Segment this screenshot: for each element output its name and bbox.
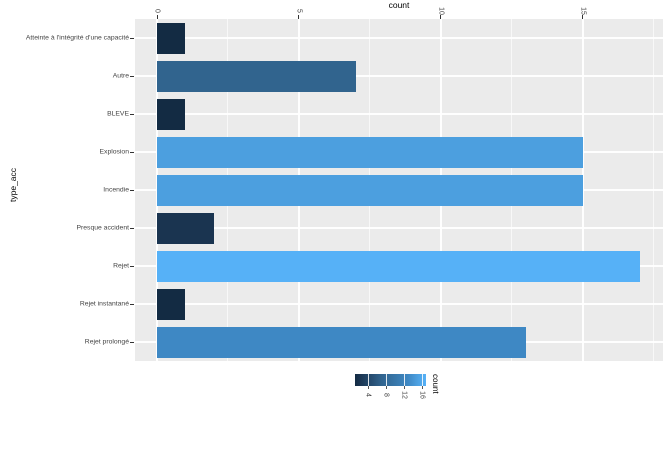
colorbar-tick-label: 8 bbox=[382, 393, 390, 397]
bar[interactable] bbox=[157, 212, 214, 244]
y-tick-label: Rejet instantané bbox=[79, 300, 129, 308]
y-tick-label: Autre bbox=[112, 72, 129, 80]
x-tick-label: 0 bbox=[153, 9, 161, 13]
x-tick-label: 15 bbox=[579, 7, 587, 15]
y-tick-label: Incendie bbox=[103, 186, 129, 194]
colorbar-tick-label: 16 bbox=[418, 391, 426, 399]
colorbar-tick-mark bbox=[421, 386, 423, 389]
colorbar-inner-tick bbox=[403, 374, 405, 386]
colorbar-inner-tick bbox=[386, 374, 388, 386]
y-tick-label: BLEVE bbox=[107, 110, 129, 118]
colorbar-inner-tick bbox=[421, 374, 423, 386]
bar[interactable] bbox=[157, 288, 186, 320]
y-tick-mark bbox=[130, 76, 134, 77]
y-tick-label: Rejet prolongé bbox=[84, 338, 129, 346]
colorbar-title: count bbox=[431, 374, 460, 394]
y-tick-label: Rejet bbox=[113, 262, 129, 270]
bar[interactable] bbox=[157, 250, 640, 282]
bar[interactable] bbox=[157, 22, 186, 54]
y-tick-mark bbox=[130, 266, 134, 267]
gridline-major-horizontal bbox=[135, 37, 663, 39]
y-tick-mark bbox=[130, 342, 134, 343]
colorbar-tick-mark bbox=[403, 386, 405, 389]
y-tick-label: Atteinte à l'intégrité d'une capacité bbox=[25, 34, 129, 42]
colorbar-title-text: count bbox=[431, 374, 440, 394]
gridline-major-horizontal bbox=[135, 75, 663, 77]
bar[interactable] bbox=[157, 98, 186, 130]
gridline-major-horizontal bbox=[135, 303, 663, 305]
x-tick-mark bbox=[582, 15, 584, 19]
x-axis-title: count bbox=[388, 0, 410, 10]
gridline-major-horizontal bbox=[135, 227, 663, 229]
gridline-major-horizontal bbox=[135, 113, 663, 115]
colorbar-tick-label: 4 bbox=[364, 393, 372, 397]
bar[interactable] bbox=[157, 326, 527, 358]
x-tick-mark bbox=[156, 15, 158, 19]
x-tick-label: 5 bbox=[295, 9, 303, 13]
y-tick-label: Presque accident bbox=[76, 224, 129, 232]
bar[interactable] bbox=[157, 136, 583, 168]
y-tick-mark bbox=[130, 228, 134, 229]
y-tick-mark bbox=[130, 152, 134, 153]
y-axis-title: type_acc bbox=[8, 168, 42, 212]
x-tick-label: 10 bbox=[437, 7, 445, 15]
bar[interactable] bbox=[157, 60, 356, 92]
plot-panel[interactable] bbox=[135, 19, 663, 361]
y-tick-mark bbox=[130, 304, 134, 305]
colorbar-inner-tick bbox=[368, 374, 370, 386]
y-tick-label: Explosion bbox=[99, 148, 129, 156]
colorbar-tick-mark bbox=[368, 386, 370, 389]
x-tick-mark bbox=[440, 15, 442, 19]
colorbar bbox=[355, 374, 426, 386]
colorbar-tick-label: 12 bbox=[400, 391, 408, 399]
y-tick-mark bbox=[130, 190, 134, 191]
y-tick-mark bbox=[130, 38, 134, 39]
colorbar-tick-mark bbox=[386, 386, 388, 389]
bar[interactable] bbox=[157, 174, 583, 206]
x-tick-mark bbox=[298, 15, 300, 19]
y-axis-title-text: type_acc bbox=[8, 167, 18, 202]
y-tick-mark bbox=[130, 114, 134, 115]
